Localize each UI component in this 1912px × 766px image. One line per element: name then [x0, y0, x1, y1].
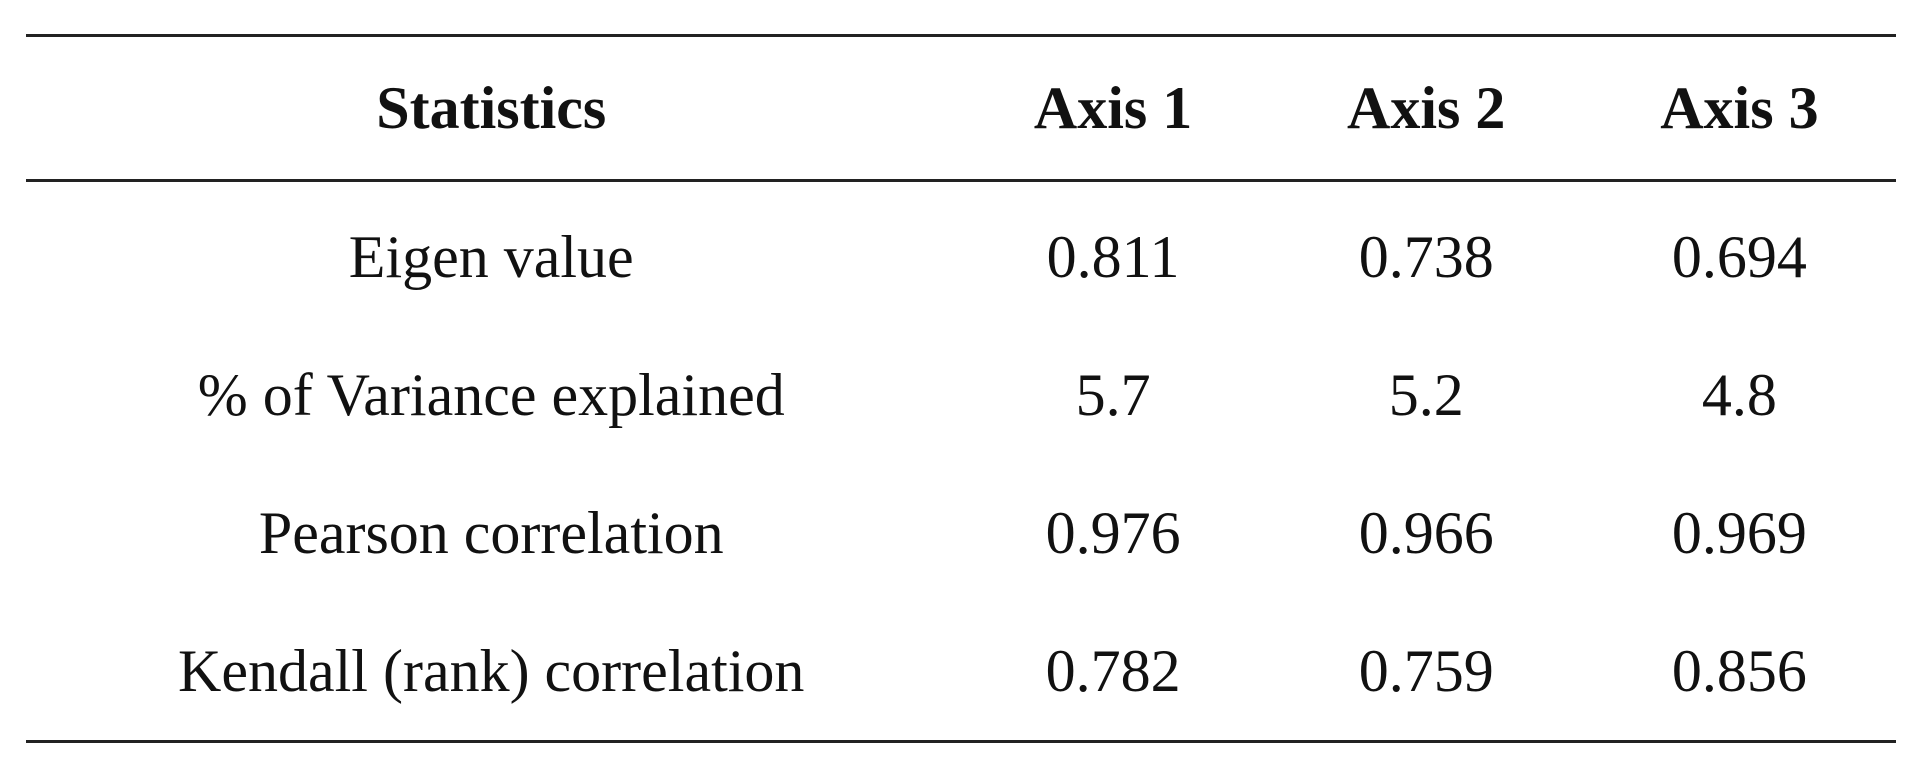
header-axis-3: Axis 3 [1582, 35, 1896, 182]
statistics-table-container: Statistics Axis 1 Axis 2 Axis 3 Eigen va… [26, 34, 1896, 743]
cell-value: 0.976 [1045, 499, 1181, 566]
cell-value: 0.782 [1045, 637, 1181, 704]
cell-value: 0.856 [1671, 637, 1807, 704]
cell-value: 0.811 [1046, 223, 1180, 290]
cell-value: 0.738 [1358, 223, 1494, 290]
header-row: Statistics Axis 1 Axis 2 Axis 3 [26, 35, 1896, 182]
table-row: Pearson correlation 0.976 0.966 0.969 [26, 464, 1896, 602]
cell-value: 5.2 [1388, 361, 1464, 428]
header-axis-2: Axis 2 [1269, 35, 1583, 182]
row-label: Pearson correlation [258, 499, 724, 566]
table-body: Eigen value 0.811 0.738 0.694 % of Varia… [26, 181, 1896, 742]
statistics-table: Statistics Axis 1 Axis 2 Axis 3 Eigen va… [26, 34, 1896, 743]
table-row: Eigen value 0.811 0.738 0.694 [26, 181, 1896, 327]
cell-value: 0.966 [1358, 499, 1494, 566]
row-label: Kendall (rank) correlation [178, 637, 805, 704]
row-label: % of Variance explained [197, 361, 785, 428]
cell-value: 0.969 [1671, 499, 1807, 566]
table-row: % of Variance explained 5.7 5.2 4.8 [26, 326, 1896, 464]
table-header: Statistics Axis 1 Axis 2 Axis 3 [26, 35, 1896, 182]
table-row: Kendall (rank) correlation 0.782 0.759 0… [26, 602, 1896, 742]
header-axis-1: Axis 1 [956, 35, 1270, 182]
row-label: Eigen value [348, 223, 634, 290]
cell-value: 5.7 [1075, 361, 1151, 428]
cell-value: 0.759 [1358, 637, 1494, 704]
header-statistics: Statistics [26, 35, 957, 182]
cell-value: 4.8 [1701, 361, 1777, 428]
cell-value: 0.694 [1671, 223, 1807, 290]
